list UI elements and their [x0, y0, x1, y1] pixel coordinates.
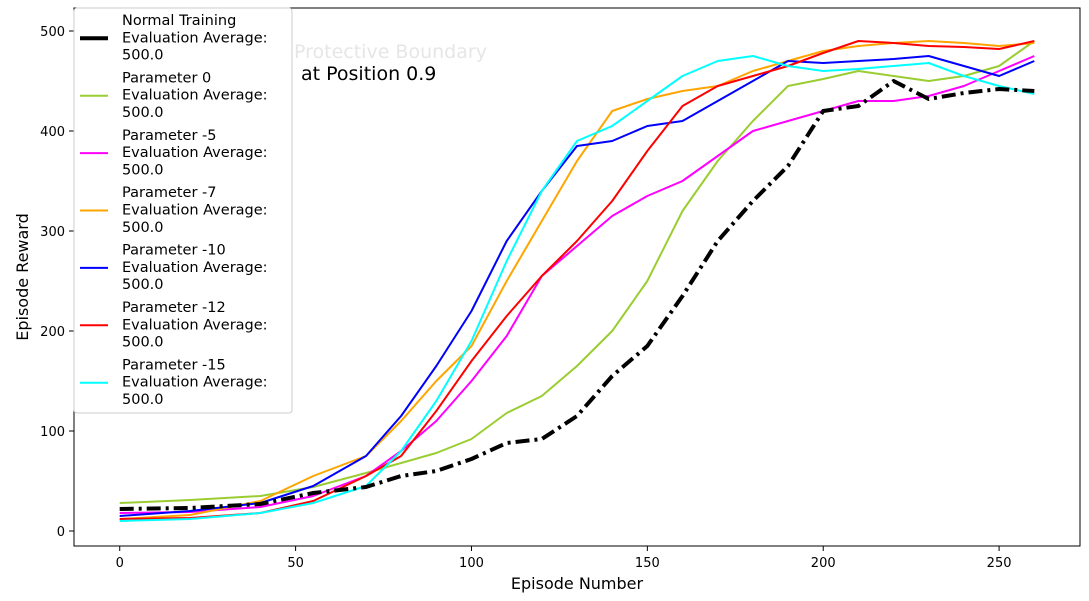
legend-entry-text: 500.0	[122, 220, 164, 236]
x-tick-label: 200	[811, 556, 836, 571]
legend-entry-text: Evaluation Average:	[122, 317, 268, 333]
legend-entry-text: 500.0	[122, 277, 164, 293]
legend-entry-text: 500.0	[122, 392, 164, 408]
legend-entry-text: Parameter -7	[122, 185, 217, 201]
x-tick-label: 100	[459, 556, 484, 571]
y-tick-label: 400	[40, 125, 65, 140]
x-axis: 0 50 100 150 200 250	[116, 546, 1012, 571]
x-tick-label: 0	[116, 556, 124, 571]
x-tick-label: 250	[987, 556, 1012, 571]
series-line-0	[119, 79, 1035, 511]
legend-entry-text: 500.0	[122, 105, 164, 121]
series-line-6	[119, 55, 1035, 522]
x-tick-label: 50	[287, 556, 304, 571]
legend-box	[73, 7, 293, 414]
legend-entry-text: Parameter -15	[122, 357, 226, 373]
series-line-5	[119, 40, 1035, 520]
x-axis-label: Episode Number	[511, 574, 644, 593]
x-tick-label: 150	[635, 556, 660, 571]
y-tick-label: 200	[40, 325, 65, 340]
legend-entry-text: Parameter 0	[122, 70, 211, 86]
annotation-faded: Protective Boundary	[294, 41, 487, 63]
legend-entry-text: Parameter -10	[122, 243, 226, 259]
legend-entry-text: Evaluation Average:	[122, 203, 268, 219]
series-group	[119, 40, 1035, 522]
legend-entry-text: Parameter -5	[122, 128, 217, 144]
legend-entry-text: Evaluation Average:	[122, 375, 268, 391]
y-tick-label: 100	[40, 425, 65, 440]
annotations: Protective Boundary at Position 0.9	[294, 41, 487, 85]
annotation-position: at Position 0.9	[301, 63, 436, 85]
legend-entry-text: Evaluation Average:	[122, 30, 268, 46]
y-axis-label: Episode Reward	[13, 213, 32, 341]
y-axis: 0 100 200 300 400 500	[40, 25, 74, 540]
legend-entry-text: Evaluation Average:	[122, 260, 268, 276]
legend-entry-text: 500.0	[122, 162, 164, 178]
legend-entry-text: Normal Training	[122, 13, 236, 29]
y-tick-label: 300	[40, 225, 65, 240]
series-line-1	[119, 40, 1035, 504]
series-line-4	[119, 55, 1035, 517]
legend-entry-text: Evaluation Average:	[122, 88, 268, 104]
y-tick-label: 500	[40, 25, 65, 40]
legend-entry-text: 500.0	[122, 48, 164, 64]
legend-entry-text: 500.0	[122, 335, 164, 351]
legend: Normal Training Evaluation Average: 500.…	[73, 7, 293, 414]
legend-entry-text: Evaluation Average:	[122, 145, 268, 161]
y-tick-label: 0	[57, 525, 65, 540]
legend-entry-text: Parameter -12	[122, 300, 226, 316]
